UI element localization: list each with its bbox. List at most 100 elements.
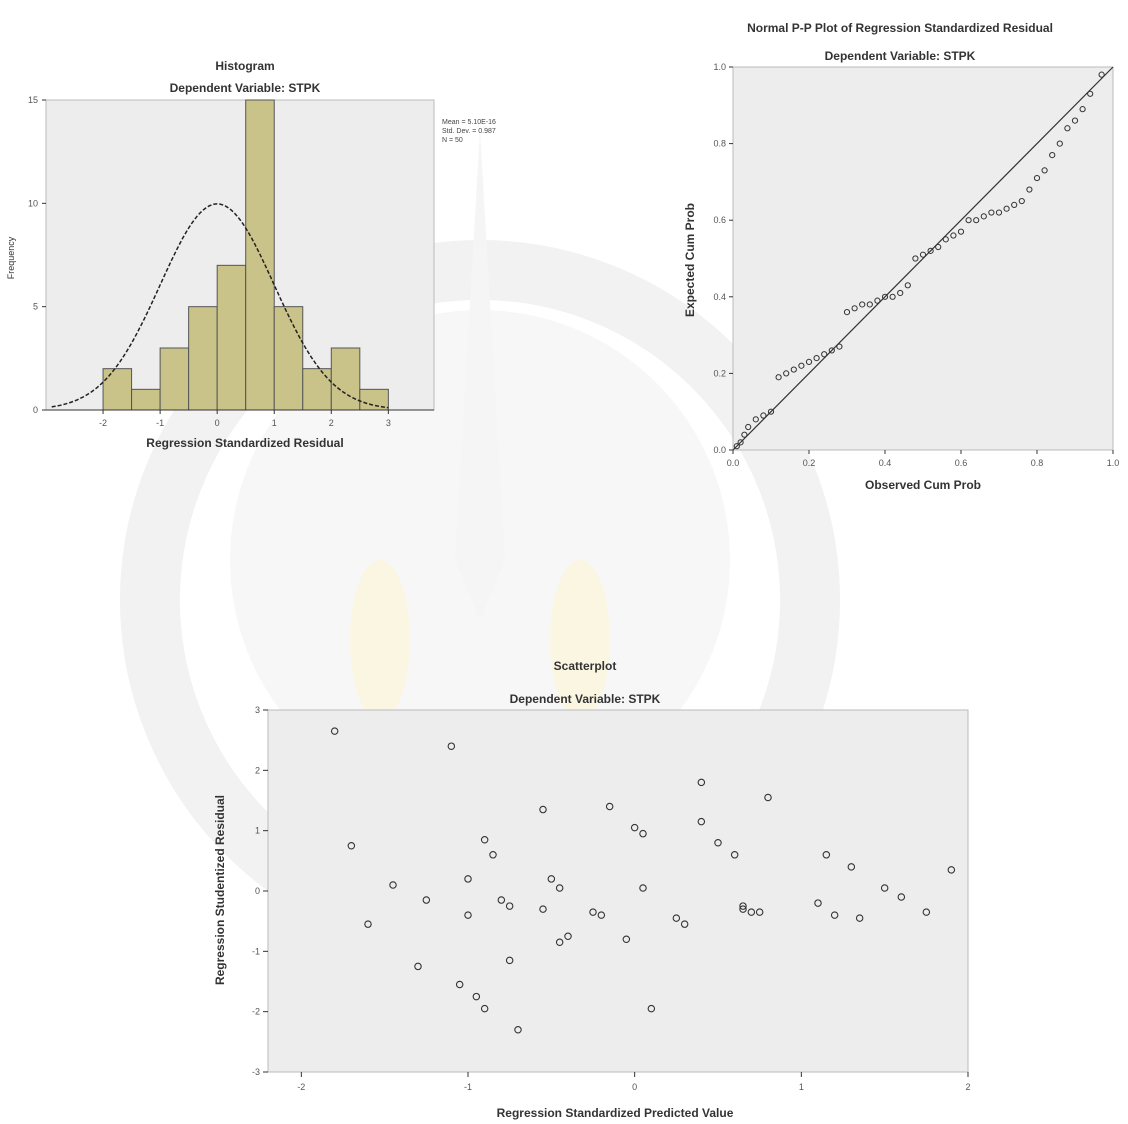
- histogram-y-tick-label: 10: [28, 198, 38, 208]
- scatter-point: [880, 884, 889, 892]
- pp-point: [1033, 174, 1041, 182]
- histogram-y-tick-label: 15: [28, 95, 38, 105]
- pp-x-tick-label: 0.2: [803, 458, 816, 468]
- pp-point: [1003, 205, 1010, 212]
- histogram-bar: [302, 368, 332, 411]
- scatter-point: [897, 893, 906, 901]
- histogram-stat-line: Std. Dev. = 0.987: [442, 128, 496, 135]
- pp-plot-ylabel: Expected Cum Prob: [683, 203, 697, 317]
- scatter-y-tick-label: 1: [255, 826, 260, 836]
- scatter-y-tick-label: 2: [255, 765, 260, 775]
- scatter-point: [497, 896, 506, 904]
- histogram-bar: [102, 368, 133, 411]
- histogram-stat-line: Mean = 5.10E-16: [442, 119, 496, 126]
- histogram-stats: Mean = 5.10E-16 Std. Dev. = 0.987 N = 50: [442, 119, 496, 144]
- pp-y-tick-label: 0.8: [713, 139, 726, 149]
- scatter-point: [555, 884, 564, 892]
- histogram-subtitle: Dependent Variable: STPK: [170, 81, 321, 95]
- scatter-point: [364, 920, 372, 928]
- scatterplot-ylabel: Regression Studentized Residual: [213, 795, 227, 985]
- scatter-point: [414, 962, 422, 971]
- pp-y-tick-label: 0.6: [713, 215, 726, 225]
- histogram-normal-curve: [51, 203, 389, 409]
- pp-point: [745, 423, 752, 431]
- scatter-point: [480, 835, 489, 844]
- scatter-point: [347, 841, 356, 850]
- scatter-point: [589, 908, 597, 916]
- scatter-x-tick-label: -1: [464, 1082, 472, 1092]
- histogram-title: Histogram: [215, 59, 274, 73]
- scatter-point: [489, 851, 497, 859]
- scatter-point: [855, 914, 864, 922]
- scatter-y-tick-label: -2: [252, 1007, 260, 1017]
- scatter-point: [714, 838, 722, 847]
- scatter-point: [639, 884, 647, 892]
- pp-point: [752, 416, 759, 423]
- pp-point: [957, 228, 965, 235]
- pp-point: [783, 370, 790, 377]
- scatterplot-area: [267, 709, 969, 1073]
- scatter-point: [597, 911, 606, 919]
- pp-point: [927, 247, 934, 254]
- pp-point: [995, 209, 1003, 216]
- scatter-point: [605, 802, 614, 811]
- pp-x-tick-label: 0.6: [955, 458, 968, 468]
- pp-point: [973, 217, 980, 224]
- pp-y-tick-label: 1.0: [713, 62, 726, 72]
- scatter-point: [639, 829, 647, 838]
- pp-point: [805, 358, 813, 366]
- pp-point: [1064, 125, 1071, 132]
- scatter-point: [330, 727, 339, 735]
- scatter-point: [697, 817, 706, 826]
- pp-plot-title: Normal P-P Plot of Regression Standardiz…: [747, 21, 1053, 35]
- pp-point: [950, 232, 957, 239]
- scatter-point: [739, 902, 747, 910]
- scatter-x-tick-label: 2: [965, 1082, 970, 1092]
- pp-point: [836, 343, 843, 350]
- histogram-x-tick-label: -1: [156, 418, 164, 428]
- pp-x-tick-label: 1.0: [1107, 458, 1120, 468]
- scatter-point: [464, 875, 472, 883]
- histogram-bar: [159, 347, 190, 411]
- scatter-y-tick-label: -3: [252, 1067, 260, 1077]
- pp-point: [919, 251, 927, 258]
- pp-point: [760, 412, 767, 419]
- pp-point: [1056, 140, 1063, 147]
- pp-point: [859, 301, 866, 308]
- pp-point: [904, 282, 911, 289]
- histogram-bar: [216, 264, 247, 411]
- scatter-point: [447, 742, 456, 750]
- pp-plot-subtitle: Dependent Variable: STPK: [825, 49, 976, 63]
- scatter-point: [514, 1026, 522, 1034]
- pp-point: [828, 347, 835, 354]
- pp-point: [874, 297, 881, 304]
- pp-point: [965, 217, 972, 224]
- scatter-point: [680, 920, 689, 928]
- pp-x-tick-label: 0.8: [1031, 458, 1044, 468]
- pp-point: [897, 289, 904, 297]
- scatter-point: [822, 851, 831, 859]
- pp-point: [821, 351, 828, 358]
- histogram-bar: [330, 347, 361, 411]
- histogram-bar: [273, 306, 304, 411]
- scatter-point: [672, 914, 681, 922]
- pp-point: [1018, 197, 1025, 205]
- histogram-x-tick-label: 2: [329, 418, 334, 428]
- scatter-point: [814, 899, 822, 907]
- pp-point: [790, 366, 797, 373]
- scatter-x-tick-label: -2: [297, 1082, 305, 1092]
- scatter-point: [764, 793, 772, 802]
- scatter-x-tick-label: 0: [632, 1082, 637, 1092]
- pp-point: [866, 301, 873, 308]
- histogram-chart: Histogram Dependent Variable: STPK Regre…: [6, 59, 496, 450]
- pp-point: [733, 443, 740, 450]
- pp-point: [843, 309, 851, 316]
- pp-plot-chart: Normal P-P Plot of Regression Standardiz…: [683, 21, 1119, 492]
- histogram-stat-line: N = 50: [442, 137, 463, 144]
- scatterplot-xlabel: Regression Standardized Predicted Value: [497, 1106, 734, 1120]
- scatter-y-tick-label: -1: [252, 946, 260, 956]
- pp-reference-line: [732, 66, 1114, 451]
- pp-point: [935, 243, 942, 251]
- scatter-point: [830, 911, 839, 919]
- scatter-point: [622, 935, 631, 944]
